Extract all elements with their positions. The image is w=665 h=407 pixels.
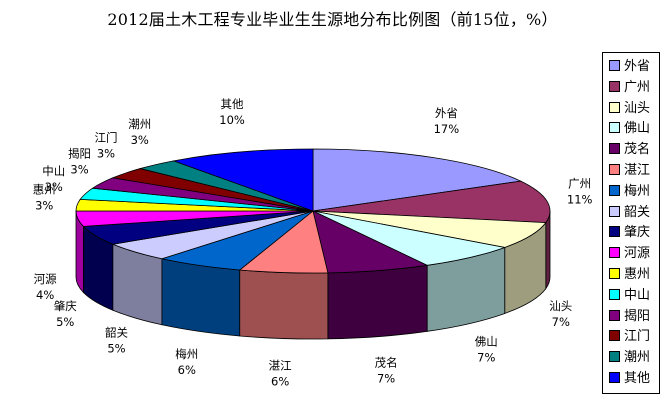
- legend-item-广州: 广州: [609, 78, 650, 98]
- legend-item-惠州: 惠州: [609, 265, 650, 285]
- slice-label-name-中山: 中山: [42, 164, 65, 178]
- legend-swatch: [609, 247, 620, 259]
- legend-label: 肇庆: [624, 225, 651, 241]
- slice-label-name-佛山: 佛山: [475, 334, 498, 348]
- legend-swatch: [609, 268, 620, 279]
- legend-label: 惠州: [624, 267, 651, 282]
- pie-side-湛江: [239, 269, 329, 340]
- slice-label-name-潮州: 潮州: [128, 117, 151, 131]
- legend-swatch: [609, 143, 620, 155]
- legend-item-潮州: 潮州: [609, 348, 650, 368]
- legend-swatch: [609, 184, 620, 196]
- slice-label-name-汕头: 汕头: [549, 299, 572, 313]
- legend-label: 揭阳: [624, 308, 651, 324]
- slice-label-value-潮州: 3%: [131, 133, 149, 147]
- slice-label-value-汕头: 7%: [552, 315, 570, 329]
- pie-side-梅州: [161, 258, 241, 337]
- legend-item-汕头: 汕头: [609, 99, 650, 119]
- slice-label-value-惠州: 3%: [35, 199, 53, 213]
- slice-label-name-茂名: 茂名: [375, 355, 398, 369]
- legend-item-梅州: 梅州: [609, 182, 650, 202]
- legend-label: 其他: [624, 371, 651, 386]
- slice-label-value-中山: 3%: [45, 180, 63, 194]
- legend-item-河源: 河源: [609, 244, 650, 264]
- pie-slice-汕头: [312, 210, 547, 248]
- slice-label-name-惠州: 惠州: [33, 183, 56, 197]
- slice-label-value-江门: 3%: [97, 147, 115, 161]
- legend-item-外省: 外省: [609, 57, 650, 77]
- legend-item-其他: 其他: [609, 369, 650, 389]
- legend-label: 湛江: [624, 163, 651, 178]
- chart-title: 2012届土木工程专业毕业生生源地分布比例图（前15位，%）: [107, 10, 558, 29]
- slice-label-name-肇庆: 肇庆: [54, 299, 77, 313]
- legend-swatch: [609, 309, 620, 321]
- legend-item-江门: 江门: [609, 327, 650, 347]
- slice-label-value-外省: 17%: [434, 122, 460, 136]
- slice-label-name-揭阳: 揭阳: [68, 147, 91, 161]
- slice-label-name-外省: 外省: [435, 106, 458, 120]
- legend-item-韶关: 韶关: [609, 203, 650, 223]
- legend-item-佛山: 佛山: [609, 119, 650, 139]
- slice-label-name-湛江: 湛江: [269, 359, 292, 373]
- legend-item-湛江: 湛江: [609, 161, 650, 181]
- legend-swatch: [609, 101, 620, 113]
- slice-label-value-肇庆: 5%: [56, 315, 74, 329]
- slice-label-value-河源: 4%: [36, 288, 54, 302]
- legend-swatch: [609, 80, 620, 92]
- slice-label-value-梅州: 6%: [178, 363, 196, 377]
- slice-label-value-韶关: 5%: [107, 342, 125, 356]
- legend-swatch: [609, 351, 620, 363]
- legend-label: 梅州: [624, 183, 651, 199]
- legend-label: 广州: [624, 79, 651, 95]
- slice-label-name-广州: 广州: [568, 176, 591, 190]
- legend-swatch: [609, 226, 620, 238]
- pie-side-茂名: [327, 264, 428, 340]
- slice-label-name-江门: 江门: [94, 131, 117, 145]
- legend-swatch: [609, 122, 620, 134]
- legend-item-茂名: 茂名: [609, 140, 650, 160]
- legend-swatch: [609, 164, 620, 175]
- legend-label: 佛山: [624, 121, 651, 137]
- legend-label: 汕头: [624, 100, 651, 116]
- legend-label: 外省: [624, 59, 651, 74]
- legend: 外省广州汕头佛山茂名湛江梅州韶关肇庆河源惠州中山揭阳江门潮州其他: [602, 52, 660, 394]
- legend-label: 江门: [624, 329, 651, 345]
- slice-label-value-茂名: 7%: [377, 371, 395, 385]
- pie-slice-外省: [312, 148, 523, 212]
- legend-label: 潮州: [624, 350, 651, 366]
- pie-slice-佛山: [312, 210, 507, 266]
- slice-label-name-韶关: 韶关: [105, 326, 128, 340]
- legend-item-中山: 中山: [609, 286, 650, 306]
- legend-label: 韶关: [624, 204, 651, 220]
- legend-swatch: [609, 205, 620, 217]
- pie-slice-其他: [172, 148, 314, 212]
- legend-label: 茂名: [624, 142, 651, 158]
- slice-label-name-其他: 其他: [221, 97, 244, 111]
- slice-label-value-广州: 11%: [567, 192, 593, 206]
- slice-label-value-揭阳: 3%: [70, 163, 88, 177]
- pie-slice-茂名: [312, 210, 429, 274]
- pie-side-广州: [545, 210, 551, 290]
- legend-item-肇庆: 肇庆: [609, 223, 650, 243]
- legend-swatch: [609, 288, 620, 300]
- slice-label-name-梅州: 梅州: [175, 347, 198, 361]
- legend-item-揭阳: 揭阳: [609, 307, 650, 327]
- legend-swatch: [609, 372, 620, 383]
- slice-label-value-湛江: 6%: [271, 375, 289, 389]
- slice-label-value-佛山: 7%: [477, 350, 495, 364]
- legend-swatch: [609, 330, 620, 342]
- slice-label-name-河源: 河源: [34, 272, 57, 286]
- slice-label-value-其他: 10%: [219, 113, 245, 127]
- legend-label: 河源: [624, 246, 651, 262]
- pie-slice-广州: [312, 180, 551, 224]
- legend-label: 中山: [624, 287, 651, 303]
- legend-swatch: [609, 60, 620, 71]
